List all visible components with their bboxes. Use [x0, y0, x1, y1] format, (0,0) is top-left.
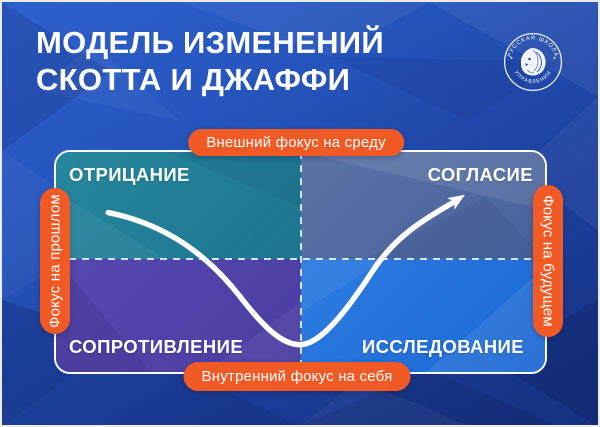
- axis-badge-future-focus-label: Фокус на будущем: [539, 195, 557, 327]
- page-title: МОДЕЛЬ ИЗМЕНЕНИЙ СКОТТА И ДЖАФФИ: [36, 24, 384, 98]
- axis-badge-external-focus: Внешний фокус на среду: [188, 129, 404, 156]
- brand-logo-emblem: РУССКАЯ ШКОЛА УПРАВЛЕНИЯ: [503, 32, 563, 92]
- quadrant-label-resistance: СОПРОТИВЛЕНИЕ: [69, 336, 244, 357]
- axis-badge-past-focus-label: Фокус на прошлом: [46, 194, 64, 328]
- quadrant-matrix: ОТРИЦАНИЕ СОГЛАСИЕ СОПРОТИВЛЕНИЕ ИССЛЕДО…: [54, 150, 547, 374]
- brand-logo: РУССКАЯ ШКОЛА УПРАВЛЕНИЯ: [503, 32, 563, 92]
- title-line-1: МОДЕЛЬ ИЗМЕНЕНИЙ: [36, 25, 384, 60]
- vertical-axis-dashed-line: [300, 152, 302, 372]
- lion-icon: [520, 48, 546, 76]
- logo-ring: [503, 32, 563, 92]
- axis-badge-future-focus: Фокус на будущем: [533, 185, 563, 337]
- axis-badge-internal-focus: Внутренний фокус на себя: [183, 362, 411, 391]
- quadrant-label-exploration: ИССЛЕДОВАНИЕ: [361, 336, 524, 357]
- title-line-2: СКОТТА И ДЖАФФИ: [36, 62, 351, 97]
- quadrant-label-commitment: СОГЛАСИЕ: [427, 164, 533, 185]
- axis-badge-past-focus: Фокус на прошлом: [40, 188, 70, 334]
- quadrant-label-denial: ОТРИЦАНИЕ: [69, 164, 190, 185]
